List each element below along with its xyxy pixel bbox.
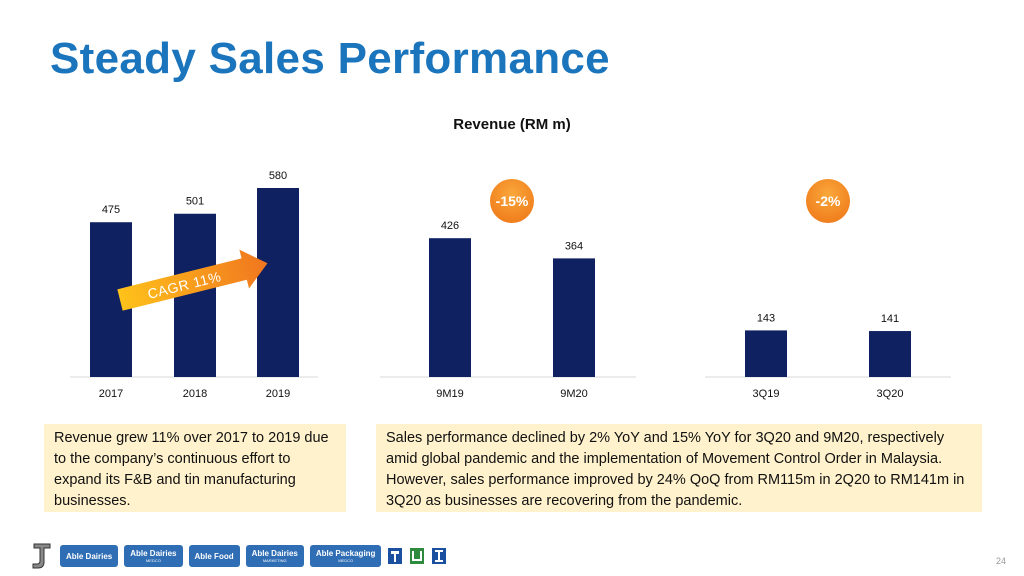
note-quarterly-revenue: Sales performance declined by 2% YoY and… (376, 424, 982, 512)
bar-9M19 (429, 238, 471, 377)
tick-label-2019: 2019 (266, 388, 290, 400)
tick-label-2017: 2017 (99, 388, 123, 400)
blue-logo-icon (432, 548, 447, 564)
bar-3Q19 (745, 330, 787, 377)
tick-label-9M20: 9M20 (560, 388, 588, 400)
data-label-9M20: 364 (565, 240, 583, 252)
tick-label-3Q20: 3Q20 (877, 388, 904, 400)
data-label-3Q19: 143 (757, 312, 775, 324)
tick-label-3Q19: 3Q19 (753, 388, 780, 400)
data-label-9M19: 426 (441, 220, 459, 232)
company-logo-icon (32, 543, 51, 569)
tin-logo-icon (388, 548, 403, 564)
page-number: 24 (995, 556, 1006, 566)
brand-logos: Able Dairies Able Dairies MEDCO Able Food… (30, 541, 447, 571)
tick-label-9M19: 9M19 (436, 388, 464, 400)
page-title: Steady Sales Performance (50, 34, 610, 83)
change-label-2: -2% (816, 193, 841, 209)
bar-3Q20 (869, 331, 911, 377)
brand-logo-4: Able Packaging MEDCO (309, 545, 382, 567)
brand-logo-2: Able Food (188, 545, 240, 567)
bar-2019 (257, 188, 299, 377)
change-badge-1 (490, 179, 534, 223)
chart-title: Revenue (RM m) (453, 116, 571, 133)
data-label-2019: 580 (269, 170, 287, 182)
note-annual-revenue: Revenue grew 11% over 2017 to 2019 due t… (44, 424, 346, 512)
change-badge-2 (806, 179, 850, 223)
cagr-arrow-shape (117, 249, 268, 311)
brand-logo-1: Able Dairies MEDCO (124, 545, 183, 567)
change-label-1: -15% (496, 193, 529, 209)
data-label-3Q20: 141 (881, 313, 899, 325)
brand-logo-3: Able Dairies MARKETING (245, 545, 304, 567)
brand-logo-0: Able Dairies (60, 545, 119, 567)
green-logo-icon (410, 548, 425, 564)
data-label-2017: 475 (102, 204, 120, 216)
revenue-chart: 475 2017 501 2018 580 2019 426 9M19 364 9M20 143 3Q… (70, 170, 951, 400)
tick-label-2018: 2018 (183, 388, 207, 400)
data-label-2018: 501 (186, 196, 204, 208)
bar-9M20 (553, 258, 595, 377)
